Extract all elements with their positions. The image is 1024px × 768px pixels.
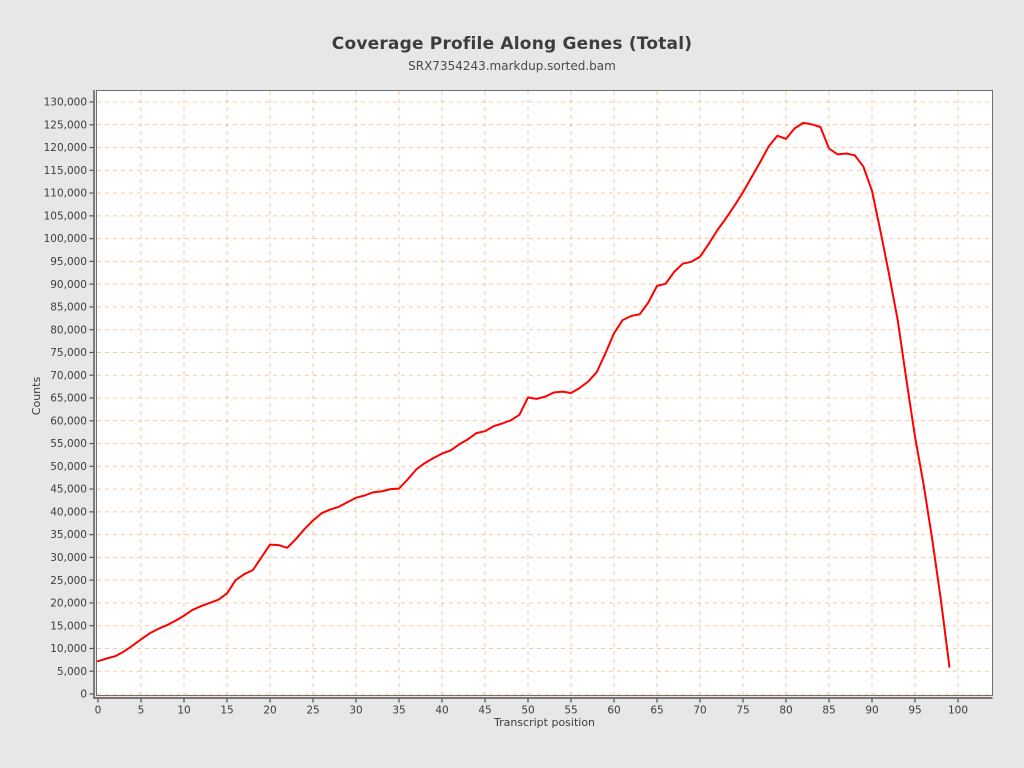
y-tick-label: 85,000 — [50, 302, 87, 314]
y-tick-label: 80,000 — [50, 324, 87, 336]
chart-subtitle: SRX7354243.markdup.sorted.bam — [408, 59, 616, 73]
x-tick-label: 85 — [822, 705, 835, 717]
y-tick-label: 100,000 — [44, 233, 87, 245]
plot-frame — [96, 90, 993, 696]
x-tick-label: 65 — [650, 705, 663, 717]
x-tick-label: 0 — [95, 705, 102, 717]
x-tick-label: 25 — [306, 705, 319, 717]
y-tick-label: 55,000 — [50, 438, 87, 450]
y-tick-label: 125,000 — [44, 119, 87, 131]
y-axis-title: Counts — [30, 377, 43, 416]
y-tick-label: 60,000 — [50, 415, 87, 427]
x-tick-label: 75 — [736, 705, 749, 717]
y-tick-label: 110,000 — [44, 188, 87, 200]
y-tick-label: 20,000 — [50, 598, 87, 610]
y-tick-label: 120,000 — [44, 142, 87, 154]
y-tick-label: 70,000 — [50, 370, 87, 382]
y-tick-label: 90,000 — [50, 279, 87, 291]
y-tick-label: 30,000 — [50, 552, 87, 564]
x-tick-label: 30 — [349, 705, 362, 717]
y-tick-label: 35,000 — [50, 529, 87, 541]
x-tick-label: 50 — [521, 705, 534, 717]
x-tick-label: 5 — [138, 705, 145, 717]
x-tick-label: 70 — [693, 705, 706, 717]
y-tick-label: 95,000 — [50, 256, 87, 268]
x-tick-label: 20 — [263, 705, 276, 717]
x-tick-label: 100 — [948, 705, 968, 717]
x-tick-label: 60 — [607, 705, 620, 717]
x-tick-label: 95 — [908, 705, 921, 717]
y-tick-label: 75,000 — [50, 347, 87, 359]
y-tick-label: 105,000 — [44, 210, 87, 222]
y-tick-label: 65,000 — [50, 393, 87, 405]
coverage-line — [97, 121, 951, 668]
y-tick-label: 130,000 — [44, 97, 87, 109]
y-tick-label: 0 — [80, 689, 87, 701]
x-tick-label: 10 — [177, 705, 190, 717]
chart-title: Coverage Profile Along Genes (Total) — [331, 34, 693, 54]
y-tick-label: 50,000 — [50, 461, 87, 473]
x-tick-label: 45 — [478, 705, 491, 717]
x-tick-label: 40 — [435, 705, 448, 717]
y-tick-label: 40,000 — [50, 506, 87, 518]
y-tick-label: 15,000 — [50, 620, 87, 632]
y-tick-label: 45,000 — [50, 484, 87, 496]
y-tick-label: 115,000 — [44, 165, 87, 177]
x-tick-label: 80 — [779, 705, 792, 717]
x-tick-label: 15 — [220, 705, 233, 717]
x-tick-label: 90 — [865, 705, 878, 717]
y-tick-label: 5,000 — [57, 666, 87, 678]
x-tick-label: 35 — [392, 705, 405, 717]
x-axis-title: Transcript position — [493, 716, 595, 729]
x-tick-label: 55 — [564, 705, 577, 717]
y-tick-label: 25,000 — [50, 575, 87, 587]
plot-area — [96, 90, 993, 696]
y-tick-label: 10,000 — [50, 643, 87, 655]
